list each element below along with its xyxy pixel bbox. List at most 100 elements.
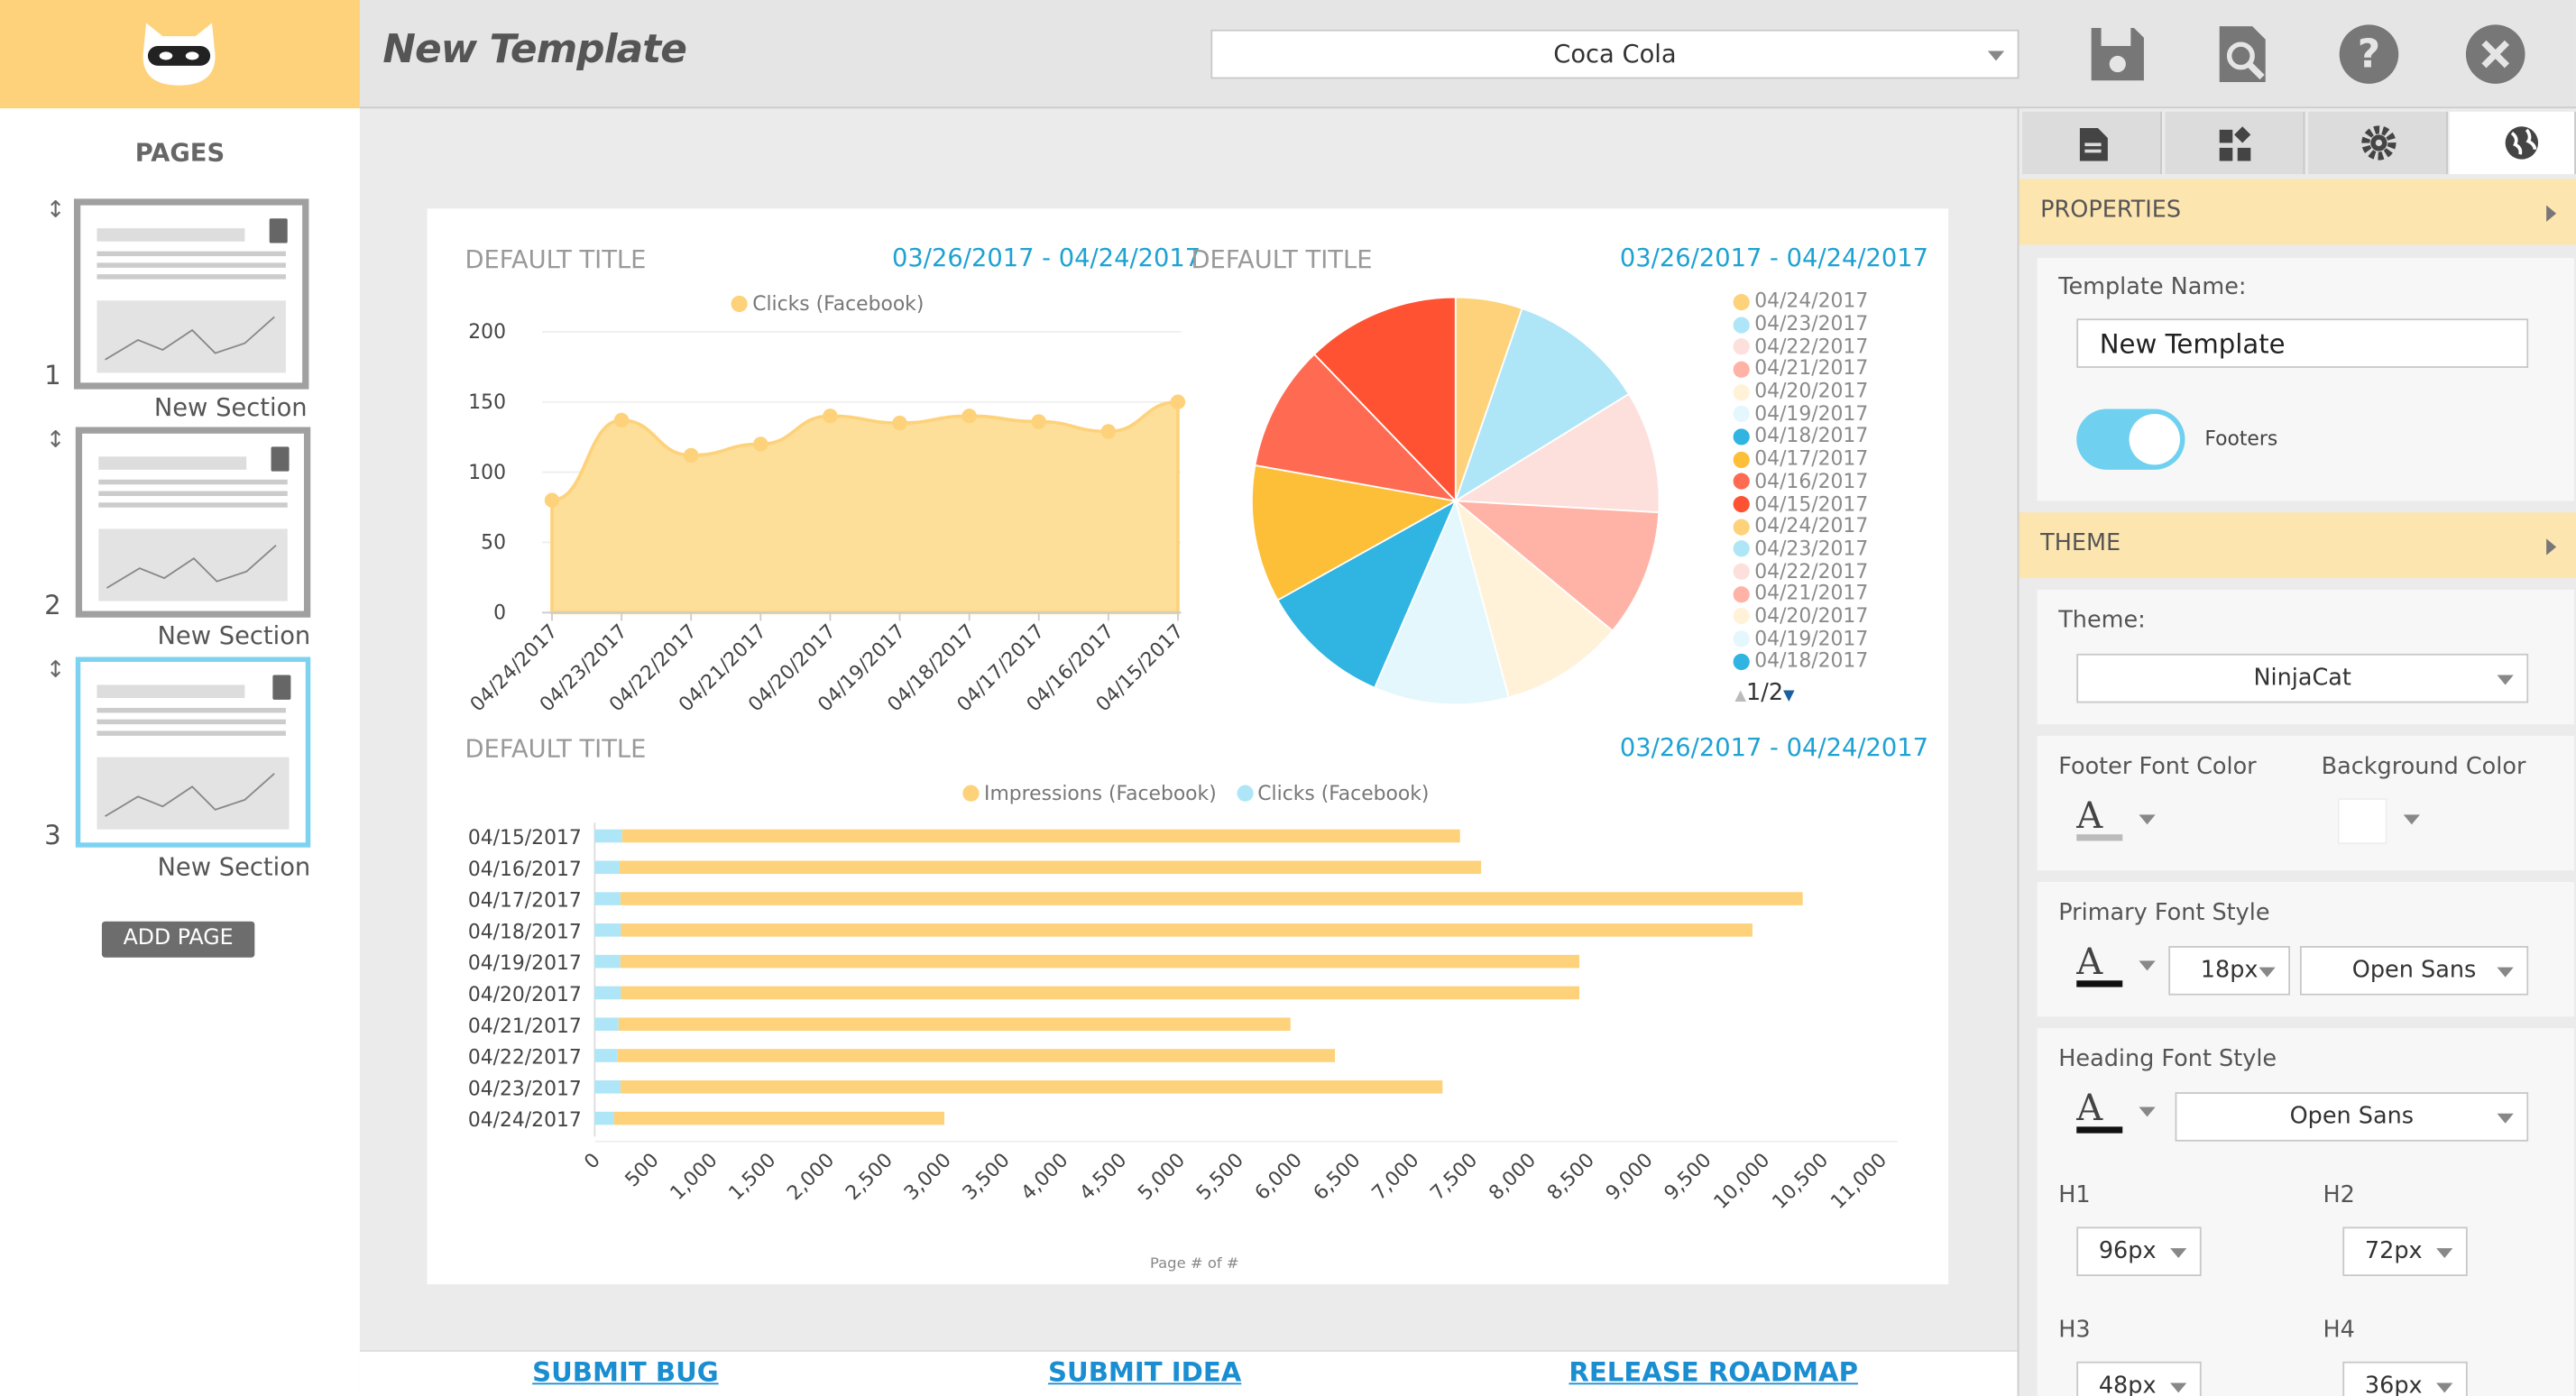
legend-item[interactable]: 04/22/2017 bbox=[1733, 335, 1914, 358]
bar-impressions bbox=[618, 1017, 1291, 1031]
footer-font-color-picker[interactable]: A bbox=[2076, 796, 2156, 841]
primary-font-style-label: Primary Font Style bbox=[2058, 900, 2270, 927]
select-value: Open Sans bbox=[2351, 957, 2477, 984]
legend-item[interactable]: 04/23/2017 bbox=[1733, 312, 1914, 335]
page-number: 1 bbox=[44, 359, 61, 391]
legend-item[interactable]: 04/20/2017 bbox=[1733, 381, 1914, 403]
tab-settings[interactable] bbox=[2308, 111, 2448, 175]
drag-handle-icon[interactable]: ↕ bbox=[45, 197, 66, 224]
x-tick-label: 7,000 bbox=[1368, 1149, 1424, 1205]
data-point bbox=[1170, 394, 1186, 409]
tab-widgets[interactable] bbox=[2165, 111, 2305, 175]
legend-item[interactable]: 04/16/2017 bbox=[1733, 470, 1914, 493]
help-icon[interactable]: ? bbox=[2338, 23, 2400, 85]
legend-pager[interactable]: ▲1/2▼ bbox=[1734, 680, 1794, 706]
y-tick-label: 200 bbox=[468, 321, 506, 344]
data-point bbox=[961, 409, 977, 424]
save-icon[interactable] bbox=[2086, 23, 2148, 85]
primary-font-color-picker[interactable]: A bbox=[2076, 942, 2156, 987]
legend-item[interactable]: 04/18/2017 bbox=[1733, 649, 1914, 673]
page-section-label: New Section bbox=[157, 620, 311, 651]
pager-down-icon[interactable]: ▼ bbox=[1783, 688, 1795, 705]
data-point bbox=[544, 492, 560, 508]
chevron-down-icon bbox=[2497, 675, 2514, 685]
bar-impressions bbox=[617, 1049, 1336, 1062]
bar-clicks bbox=[594, 1049, 618, 1062]
page-thumbnail-3[interactable] bbox=[75, 657, 311, 848]
heading-font-color-picker[interactable]: A bbox=[2076, 1088, 2156, 1134]
widgets-icon bbox=[2219, 126, 2251, 161]
legend-swatch bbox=[1733, 563, 1750, 581]
trash-icon[interactable] bbox=[272, 675, 291, 700]
legend-item[interactable]: 04/23/2017 bbox=[1733, 537, 1914, 561]
trash-icon[interactable] bbox=[269, 218, 288, 243]
legend-label: Impressions (Facebook) bbox=[984, 781, 1217, 805]
close-icon[interactable] bbox=[2464, 23, 2526, 85]
chevron-right-icon bbox=[2546, 205, 2557, 222]
area-series bbox=[550, 400, 1180, 615]
heading-font-family-select[interactable]: Open Sans bbox=[2175, 1092, 2529, 1142]
page-thumbnail-1[interactable] bbox=[73, 198, 309, 390]
y-tick-label: 100 bbox=[468, 462, 506, 484]
x-tick-label: 1,000 bbox=[667, 1149, 722, 1205]
template-name-input[interactable]: New Template bbox=[2076, 318, 2529, 368]
background-color-label: Background Color bbox=[2321, 753, 2526, 781]
bar-chart-legend: Impressions (Facebook) Clicks (Facebook) bbox=[962, 782, 1429, 804]
chevron-down-icon[interactable] bbox=[2403, 814, 2420, 825]
trash-icon[interactable] bbox=[271, 446, 290, 472]
y-tick-label: 0 bbox=[493, 602, 506, 625]
footers-toggle[interactable] bbox=[2076, 409, 2185, 470]
legend-item[interactable]: 04/15/2017 bbox=[1733, 492, 1914, 516]
y-tick-label: 04/23/2017 bbox=[468, 1078, 582, 1100]
line-chart: 05010015020004/24/201704/23/201704/22/20… bbox=[466, 321, 1189, 716]
legend-item[interactable]: 04/21/2017 bbox=[1733, 358, 1914, 381]
pager-up-icon[interactable]: ▲ bbox=[1734, 688, 1747, 705]
h1-size-select[interactable]: 96px bbox=[2076, 1226, 2202, 1277]
legend-item[interactable]: 04/18/2017 bbox=[1733, 426, 1914, 448]
theme-select[interactable]: NinjaCat bbox=[2076, 653, 2529, 703]
legend-swatch bbox=[1733, 585, 1750, 602]
svg-text:?: ? bbox=[2358, 32, 2380, 78]
h3-size-select[interactable]: 48px bbox=[2076, 1361, 2202, 1396]
tab-global[interactable] bbox=[2449, 111, 2576, 175]
drag-handle-icon[interactable]: ↕ bbox=[45, 657, 66, 684]
x-tick-label: 8,500 bbox=[1543, 1149, 1599, 1205]
widget-title[interactable]: DEFAULT TITLE bbox=[1191, 244, 1373, 275]
preview-search-icon[interactable] bbox=[2213, 23, 2275, 85]
widget-title[interactable]: DEFAULT TITLE bbox=[465, 734, 647, 764]
theme-section-header[interactable]: THEME bbox=[2019, 512, 2576, 579]
legend-item[interactable]: 04/22/2017 bbox=[1733, 560, 1914, 583]
widget-title[interactable]: DEFAULT TITLE bbox=[465, 244, 647, 275]
bar-clicks bbox=[594, 1017, 619, 1031]
add-page-button[interactable]: ADD PAGE bbox=[101, 921, 255, 958]
legend-item[interactable]: 04/21/2017 bbox=[1733, 583, 1914, 605]
client-select[interactable]: Coca Cola bbox=[1210, 29, 2019, 79]
submit-idea-link[interactable]: SUBMIT IDEA bbox=[1048, 1356, 1242, 1388]
legend-item[interactable]: 04/17/2017 bbox=[1733, 448, 1914, 471]
select-value: 72px bbox=[2364, 1238, 2423, 1265]
heading-font-card bbox=[2037, 1028, 2575, 1396]
legend-swatch bbox=[1733, 361, 1750, 378]
legend-item[interactable]: 04/19/2017 bbox=[1733, 403, 1914, 426]
legend-item[interactable]: 04/24/2017 bbox=[1733, 515, 1914, 538]
legend-item[interactable]: 04/24/2017 bbox=[1733, 290, 1914, 313]
legend-swatch bbox=[1733, 540, 1750, 558]
legend-item[interactable]: 04/20/2017 bbox=[1733, 605, 1914, 628]
release-roadmap-link[interactable]: RELEASE ROADMAP bbox=[1569, 1356, 1858, 1388]
primary-font-size-select[interactable]: 18px bbox=[2168, 946, 2291, 996]
x-tick-label: 2,000 bbox=[783, 1149, 839, 1205]
page-thumbnail-2[interactable] bbox=[75, 427, 311, 618]
legend-item[interactable]: 04/19/2017 bbox=[1733, 628, 1914, 650]
h4-size-select[interactable]: 36px bbox=[2342, 1361, 2468, 1396]
drag-handle-icon[interactable]: ↕ bbox=[45, 427, 66, 454]
legend-label: 04/18/2017 bbox=[1754, 649, 1869, 673]
properties-section-header[interactable]: PROPERTIES bbox=[2019, 179, 2576, 245]
background-color-swatch[interactable] bbox=[2337, 798, 2387, 845]
tab-document[interactable] bbox=[2022, 111, 2162, 175]
submit-bug-link[interactable]: SUBMIT BUG bbox=[532, 1356, 719, 1388]
font-color-icon: A bbox=[2076, 796, 2103, 838]
legend-label: 04/23/2017 bbox=[1754, 312, 1869, 335]
h2-size-select[interactable]: 72px bbox=[2342, 1226, 2468, 1277]
primary-font-family-select[interactable]: Open Sans bbox=[2299, 946, 2529, 996]
x-tick-label: 500 bbox=[621, 1149, 664, 1191]
